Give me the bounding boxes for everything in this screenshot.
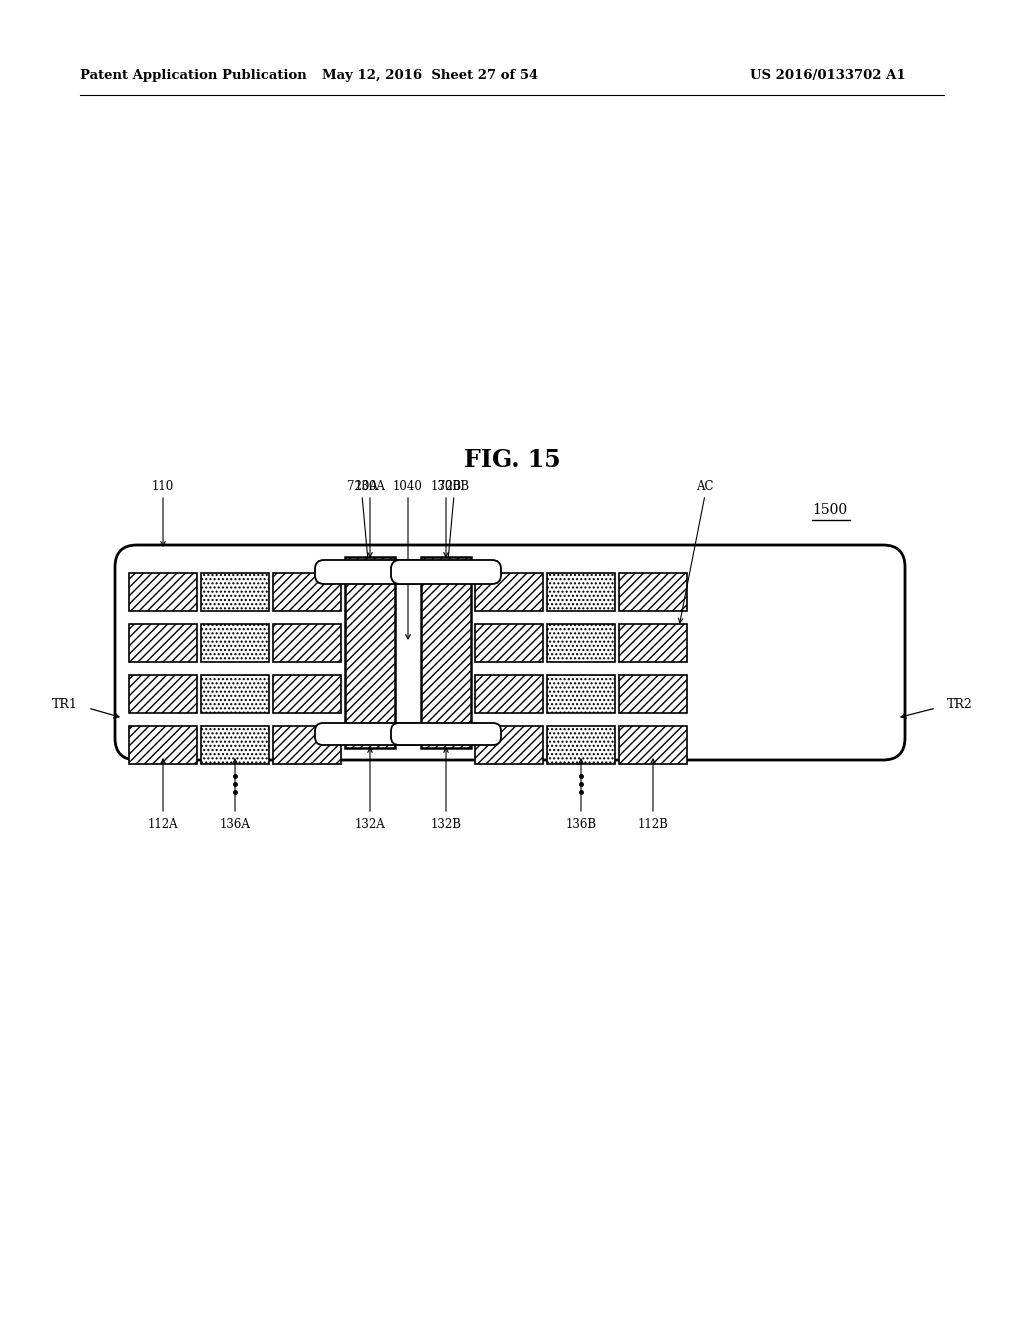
- Text: 132A: 132A: [354, 818, 385, 832]
- Bar: [201, 675, 269, 713]
- Text: 132B: 132B: [430, 818, 462, 832]
- Bar: [475, 726, 543, 764]
- Text: TR1: TR1: [52, 697, 78, 710]
- Text: 130B: 130B: [430, 480, 462, 492]
- Bar: [547, 624, 615, 663]
- FancyBboxPatch shape: [115, 545, 905, 760]
- Bar: [129, 675, 197, 713]
- Bar: [201, 624, 269, 663]
- Bar: [273, 675, 341, 713]
- Text: 720B: 720B: [438, 480, 470, 492]
- Text: 1500: 1500: [812, 503, 848, 517]
- Text: 1040: 1040: [393, 480, 423, 492]
- Bar: [273, 573, 341, 611]
- Text: FIG. 15: FIG. 15: [464, 447, 560, 473]
- Bar: [129, 573, 197, 611]
- Text: 112B: 112B: [638, 818, 669, 832]
- FancyBboxPatch shape: [315, 560, 425, 583]
- Text: 130A: 130A: [354, 480, 385, 492]
- FancyBboxPatch shape: [391, 723, 501, 744]
- Bar: [547, 573, 615, 611]
- Text: US 2016/0133702 A1: US 2016/0133702 A1: [750, 69, 905, 82]
- Bar: [618, 573, 687, 611]
- FancyBboxPatch shape: [315, 723, 425, 744]
- Bar: [201, 726, 269, 764]
- Bar: [201, 573, 269, 611]
- Bar: [475, 573, 543, 611]
- Bar: [475, 624, 543, 663]
- Bar: [618, 624, 687, 663]
- Text: 112A: 112A: [147, 818, 178, 832]
- Text: TR2: TR2: [947, 697, 973, 710]
- Text: 720A: 720A: [346, 480, 378, 492]
- Bar: [547, 675, 615, 713]
- Bar: [475, 675, 543, 713]
- FancyBboxPatch shape: [391, 560, 501, 583]
- Bar: [273, 726, 341, 764]
- Bar: [345, 557, 395, 748]
- Text: AC: AC: [696, 480, 714, 492]
- Bar: [273, 624, 341, 663]
- Text: May 12, 2016  Sheet 27 of 54: May 12, 2016 Sheet 27 of 54: [322, 69, 539, 82]
- Bar: [129, 726, 197, 764]
- Text: 136A: 136A: [219, 818, 251, 832]
- Bar: [618, 675, 687, 713]
- Text: Patent Application Publication: Patent Application Publication: [80, 69, 307, 82]
- Bar: [421, 557, 471, 748]
- Bar: [547, 726, 615, 764]
- Bar: [618, 726, 687, 764]
- Text: 136B: 136B: [565, 818, 597, 832]
- Text: 110: 110: [152, 480, 174, 492]
- Bar: [129, 624, 197, 663]
